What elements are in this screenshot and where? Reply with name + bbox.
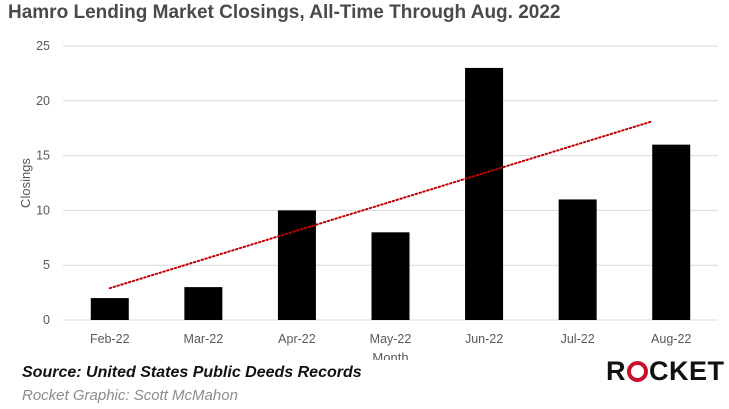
x-axis-title: Month (372, 350, 408, 360)
bar (652, 144, 691, 320)
y-tick-label: 5 (43, 258, 50, 272)
x-tick-label: Aug-22 (651, 332, 691, 346)
x-tick-label: Jun-22 (465, 332, 503, 346)
x-axis-ticks: Feb-22 Mar-22 Apr-22 May-22 Jun-22 Jul-22 Aug-… (90, 332, 691, 346)
x-tick-label: Jul-22 (561, 332, 595, 346)
y-axis-title: Closings (18, 158, 33, 208)
y-axis-ticks: 0 5 10 15 20 25 (36, 39, 50, 327)
rocket-logo: R CKET (606, 355, 725, 387)
y-tick-label: 10 (36, 203, 50, 217)
graphic-credit: Rocket Graphic: Scott McMahon (22, 387, 238, 404)
chart-title: Hamro Lending Market Closings, All-Time … (8, 2, 561, 23)
bar (184, 287, 223, 320)
bar-chart: 0 5 10 15 20 25 Feb-22 Mar-22 Apr-22 May-22 Jun-2… (18, 39, 718, 360)
bar (277, 210, 316, 320)
logo-letters-cket: CKET (649, 355, 725, 386)
x-tick-label: Mar-22 (184, 332, 224, 346)
y-tick-label: 20 (36, 94, 50, 108)
trendline (108, 120, 653, 290)
x-tick-label: Feb-22 (90, 332, 130, 346)
x-tick-label: May-22 (370, 332, 412, 346)
x-tick-label: Apr-22 (278, 332, 316, 346)
y-tick-label: 15 (36, 149, 50, 163)
bars (90, 67, 691, 320)
bar (465, 67, 504, 320)
source-note: Source: United States Public Deeds Recor… (22, 364, 362, 381)
bar (558, 199, 597, 320)
bar (90, 298, 129, 320)
trendline-path (108, 120, 653, 290)
logo-ring-icon (627, 360, 648, 382)
logo-letter-r: R (606, 355, 626, 386)
bar (371, 232, 410, 320)
y-tick-label: 25 (36, 39, 50, 53)
y-tick-label: 0 (43, 313, 50, 327)
